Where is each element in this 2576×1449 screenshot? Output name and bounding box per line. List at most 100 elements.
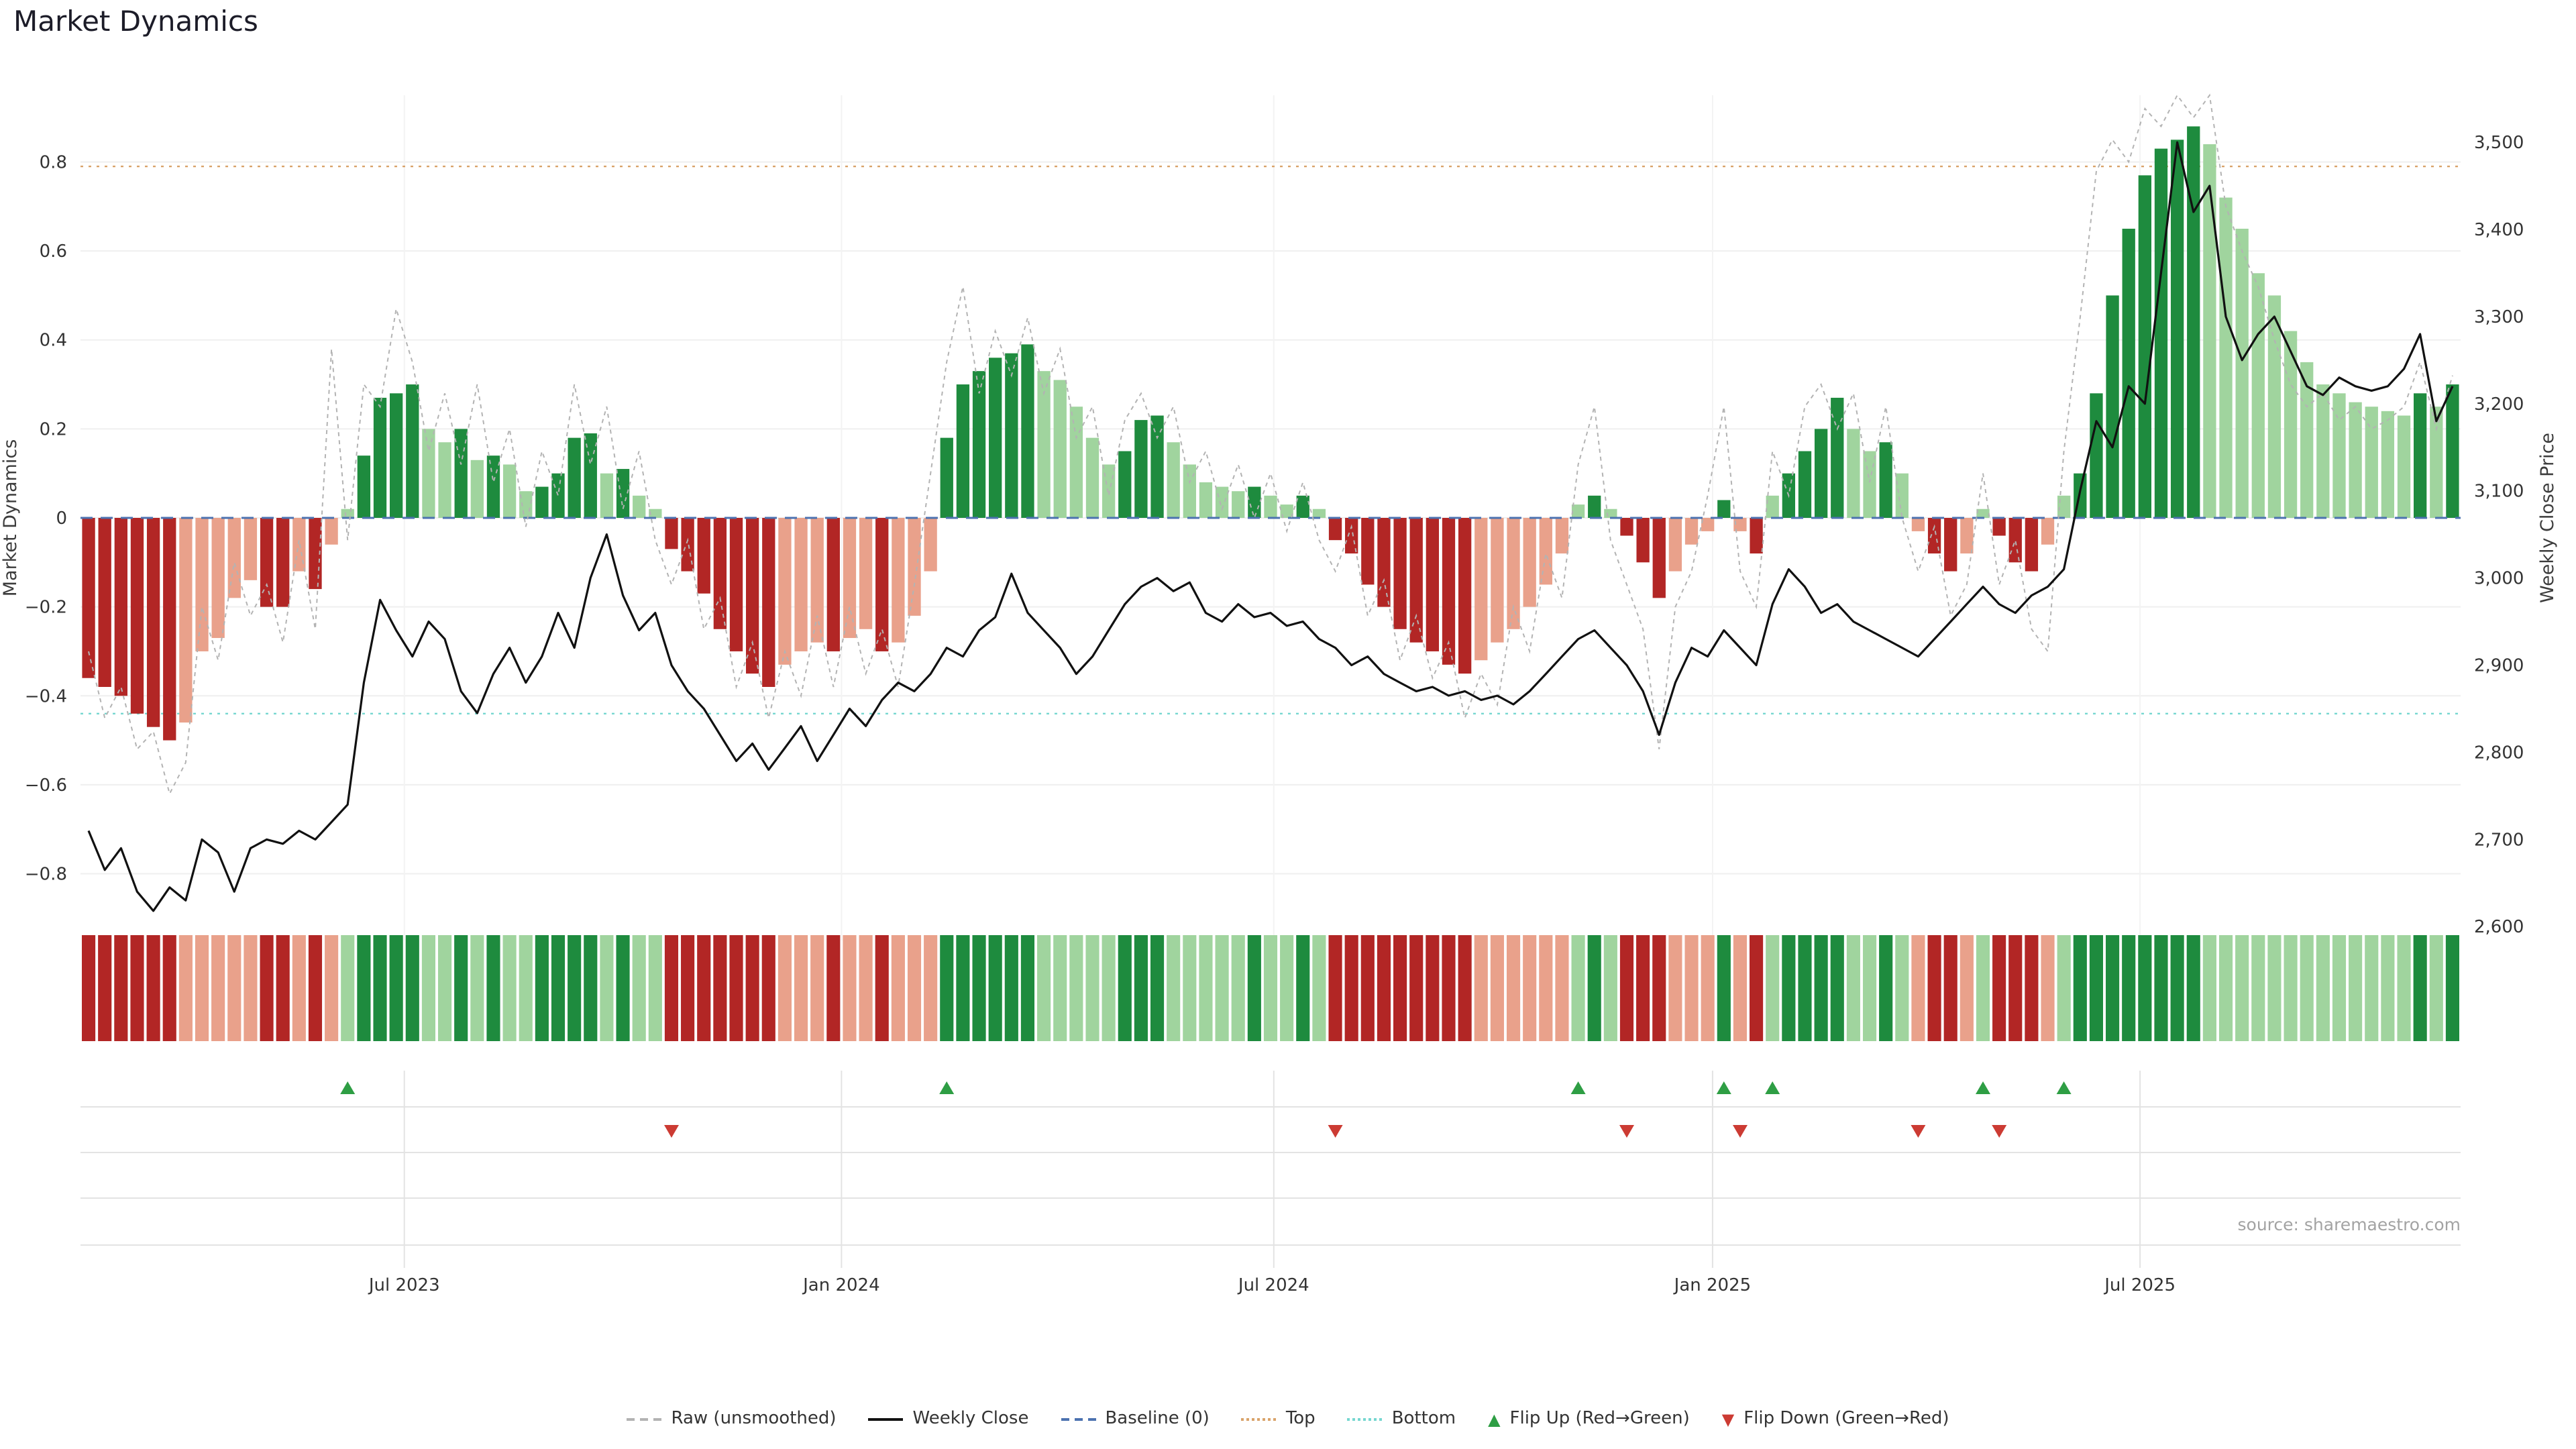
dynamics-bar xyxy=(2300,362,2314,518)
heatmap-cell xyxy=(1846,935,1860,1041)
dynamics-bar xyxy=(341,508,354,518)
dynamics-bar xyxy=(2138,175,2152,518)
heatmap-cell xyxy=(2267,935,2282,1041)
dynamics-bar xyxy=(665,518,678,549)
dynamics-bar xyxy=(843,518,857,639)
dynamics-bar xyxy=(1523,518,1536,607)
dynamics-bar xyxy=(2235,228,2249,518)
heatmap-cell xyxy=(1215,935,1229,1041)
dynamics-bar xyxy=(1232,491,1245,518)
heatmap-cell xyxy=(616,935,630,1041)
dynamics-bar xyxy=(1588,495,1601,518)
right-tick-label: 3,200 xyxy=(2474,394,2524,415)
heatmap-cell xyxy=(777,935,792,1041)
dynamics-bar xyxy=(1701,518,1715,531)
flip-down-markers xyxy=(664,1125,2007,1138)
dynamics-bar xyxy=(163,518,176,741)
dynamics-bar xyxy=(535,486,549,518)
heatmap-cell xyxy=(1798,935,1812,1041)
heatmap-cell xyxy=(82,935,96,1041)
right-tick-label: 3,300 xyxy=(2474,307,2524,327)
heatmap-cell xyxy=(859,935,873,1041)
dynamics-bar xyxy=(1895,473,1909,518)
heatmap-cell xyxy=(1571,935,1585,1041)
left-tick-label: −0.8 xyxy=(25,865,67,885)
heatmap-cell xyxy=(1004,935,1018,1041)
heatmap-cell xyxy=(875,935,889,1041)
heatmap-cell xyxy=(2332,935,2347,1041)
dynamics-bar xyxy=(2170,140,2184,518)
flip-down-icon: ▼ xyxy=(1721,1409,1735,1428)
source-credit: source: sharemaestro.com xyxy=(2238,1215,2461,1234)
dynamics-bar xyxy=(1766,495,1779,518)
dynamics-bar xyxy=(956,384,970,518)
dynamics-bar xyxy=(2154,148,2168,518)
right-tick-label: 3,400 xyxy=(2474,220,2524,240)
dynamics-bar xyxy=(1960,518,1974,554)
heatmap-cell xyxy=(195,935,209,1041)
dynamics-bar xyxy=(1652,518,1666,598)
flip-down-marker xyxy=(1619,1125,1634,1138)
dynamics-bar xyxy=(1377,518,1391,607)
heatmap-cell xyxy=(437,935,452,1041)
heatmap-cell xyxy=(1360,935,1375,1041)
heatmap-cell xyxy=(972,935,986,1041)
dynamics-bar xyxy=(1264,495,1277,518)
heatmap-cell xyxy=(1523,935,1537,1041)
dynamics-bar xyxy=(892,518,905,643)
dynamics-bar xyxy=(1280,504,1293,518)
heatmap-cell xyxy=(405,935,419,1041)
dynamics-bar xyxy=(1604,508,1617,518)
dynamics-bar xyxy=(1312,508,1326,518)
flip-up-marker xyxy=(939,1081,955,1094)
heatmap-cell xyxy=(1862,935,1877,1041)
dynamics-bar xyxy=(908,518,921,616)
legend-label: Bottom xyxy=(1391,1409,1456,1429)
dynamics-bar xyxy=(1183,464,1196,518)
dynamics-bar xyxy=(778,518,792,665)
heatmap-cell xyxy=(2138,935,2152,1041)
price-line xyxy=(87,141,2454,912)
dynamics-bar xyxy=(940,437,953,518)
dynamics-bar xyxy=(1976,508,1990,518)
dynamics-bar xyxy=(1134,420,1148,518)
dynamics-bar xyxy=(2025,518,2039,572)
flip-down-marker xyxy=(1328,1125,1343,1138)
legend-item: ▲ Flip Up (Red→Green) xyxy=(1488,1409,1690,1429)
dynamics-bar xyxy=(584,433,597,518)
heatmap-cell xyxy=(794,935,808,1041)
heatmap-cell xyxy=(2154,935,2168,1041)
heatmap-cell xyxy=(519,935,533,1041)
dynamics-bar xyxy=(1215,486,1229,518)
right-axis-ticks: 3,500 3,400 3,300 3,200 3,100 3,000 2,900 2,800… xyxy=(2474,133,2524,937)
heatmap-cell xyxy=(1150,935,1165,1041)
dynamics-bar xyxy=(211,518,225,639)
dynamics-bar xyxy=(1847,429,1860,518)
dynamics-bar xyxy=(2381,411,2395,518)
dynamics-bar xyxy=(2267,295,2282,518)
heatmap-cell xyxy=(1701,935,1715,1041)
dynamics-bar xyxy=(422,429,435,518)
heatmap-cell xyxy=(1539,935,1553,1041)
heatmap-cell xyxy=(745,935,759,1041)
dynamics-bar xyxy=(502,464,517,518)
dynamics-bar xyxy=(1539,518,1552,585)
dynamics-bar xyxy=(389,393,403,518)
heatmap-cell xyxy=(1684,935,1699,1041)
dynamics-bar xyxy=(713,518,727,629)
dynamics-bar xyxy=(2041,518,2055,545)
legend-item: Raw (unsmoothed) xyxy=(627,1409,837,1429)
dynamics-bar xyxy=(2430,407,2443,518)
flip-down-marker xyxy=(1992,1125,2007,1138)
heatmap-cell xyxy=(826,935,841,1041)
left-tick-label: −0.6 xyxy=(25,775,67,796)
legend-label: Raw (unsmoothed) xyxy=(671,1409,837,1429)
flip-up-icon: ▲ xyxy=(1488,1409,1501,1428)
legend-line-swatch xyxy=(868,1417,904,1420)
heatmap-cell xyxy=(1587,935,1601,1041)
heatmap-cell xyxy=(697,935,711,1041)
heatmap-cell xyxy=(1426,935,1440,1041)
heatmap-cell xyxy=(1296,935,1310,1041)
dynamics-bar xyxy=(697,518,710,594)
dynamics-bars xyxy=(82,126,2459,741)
